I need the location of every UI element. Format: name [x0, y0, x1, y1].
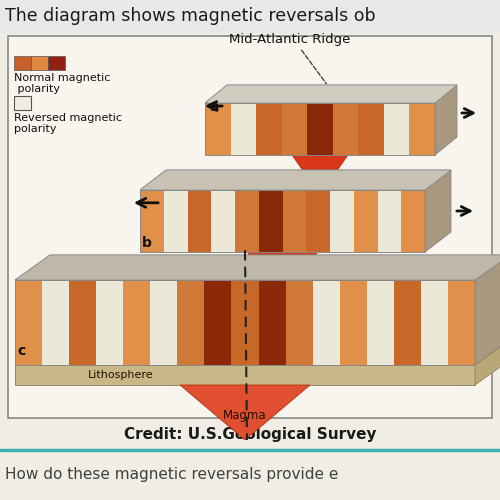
Bar: [333, 103, 358, 155]
Bar: [96, 280, 123, 365]
Bar: [48, 56, 65, 70]
Bar: [259, 190, 282, 252]
Text: The diagram shows magnetic reversals ob: The diagram shows magnetic reversals ob: [5, 7, 376, 25]
Polygon shape: [15, 255, 500, 280]
Bar: [8, 36, 492, 418]
Text: a: a: [209, 100, 218, 114]
Polygon shape: [15, 255, 500, 280]
Bar: [204, 280, 232, 365]
Bar: [448, 280, 475, 365]
Bar: [69, 280, 96, 365]
Bar: [282, 103, 307, 155]
Bar: [330, 190, 354, 252]
Bar: [15, 365, 475, 385]
Bar: [150, 280, 178, 365]
Text: Lithosphere: Lithosphere: [88, 370, 154, 380]
Bar: [286, 280, 312, 365]
Bar: [367, 280, 394, 365]
Polygon shape: [248, 252, 318, 307]
Text: Credit: U.S.Geological Survey: Credit: U.S.Geological Survey: [124, 426, 376, 442]
Bar: [235, 190, 259, 252]
Bar: [123, 280, 150, 365]
Polygon shape: [425, 170, 451, 252]
Bar: [230, 103, 256, 155]
Bar: [282, 190, 306, 252]
Bar: [354, 190, 378, 252]
Bar: [401, 190, 425, 252]
Bar: [256, 103, 281, 155]
Bar: [340, 280, 367, 365]
Bar: [31, 56, 48, 70]
Polygon shape: [140, 170, 451, 190]
Bar: [205, 103, 435, 155]
Bar: [258, 280, 285, 365]
Text: Magma: Magma: [223, 408, 267, 422]
Polygon shape: [475, 255, 500, 365]
Polygon shape: [205, 85, 457, 103]
Text: Reversed magnetic: Reversed magnetic: [14, 113, 122, 123]
Text: Normal magnetic: Normal magnetic: [14, 73, 110, 83]
Bar: [0, 448, 500, 451]
Bar: [14, 96, 31, 110]
Bar: [188, 190, 211, 252]
Bar: [178, 280, 204, 365]
Polygon shape: [205, 85, 457, 103]
Bar: [0, 420, 500, 448]
Bar: [140, 190, 425, 252]
Bar: [394, 280, 421, 365]
Polygon shape: [292, 155, 348, 195]
Bar: [15, 280, 475, 365]
Bar: [0, 450, 500, 500]
Bar: [306, 190, 330, 252]
Bar: [140, 190, 164, 252]
Bar: [211, 190, 235, 252]
Bar: [15, 280, 42, 365]
Text: polarity: polarity: [14, 84, 60, 94]
Polygon shape: [435, 85, 457, 155]
Text: b: b: [142, 236, 152, 250]
Bar: [42, 280, 69, 365]
Bar: [232, 280, 258, 365]
Bar: [307, 103, 333, 155]
Polygon shape: [475, 340, 500, 385]
Bar: [410, 103, 435, 155]
Bar: [384, 103, 409, 155]
Bar: [164, 190, 188, 252]
Bar: [205, 103, 231, 155]
Bar: [0, 0, 500, 32]
Bar: [312, 280, 340, 365]
Text: Mid-Atlantic Ridge: Mid-Atlantic Ridge: [230, 34, 350, 46]
Bar: [14, 56, 31, 70]
Text: polarity: polarity: [14, 124, 56, 134]
Text: c: c: [17, 344, 25, 358]
Polygon shape: [180, 385, 310, 440]
Bar: [421, 280, 448, 365]
Text: How do these magnetic reversals provide e: How do these magnetic reversals provide …: [5, 468, 338, 482]
Bar: [358, 103, 384, 155]
Bar: [378, 190, 401, 252]
Polygon shape: [140, 170, 451, 190]
